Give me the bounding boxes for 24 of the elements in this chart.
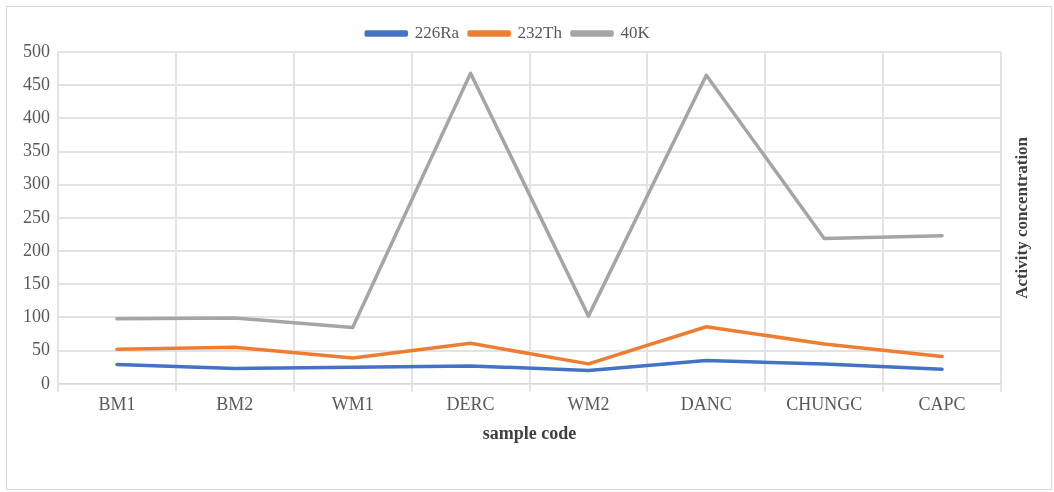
y-tick-label: 350	[23, 140, 50, 161]
y-tick-label: 50	[32, 339, 50, 360]
y-tick-label: 300	[23, 173, 50, 194]
legend-label: 40K	[620, 22, 651, 42]
x-tick-label: BM2	[216, 394, 254, 415]
y-tick-label: 400	[23, 107, 50, 128]
y-tick-label: 150	[23, 272, 50, 293]
y-tick-label: 100	[23, 306, 50, 327]
x-tick-label: CAPC	[918, 394, 966, 415]
y-tick-label: 500	[23, 40, 50, 61]
y-axis-title: Activity concentration	[1012, 136, 1032, 299]
y-tick-label: 200	[23, 239, 50, 260]
legend-label: 226Ra	[414, 22, 460, 42]
x-tick-label: WM2	[567, 394, 610, 415]
x-tick-label: CHUNGC	[786, 394, 863, 415]
y-tick-label: 250	[23, 206, 50, 227]
x-axis-title: sample code	[482, 422, 577, 443]
x-tick-label: DERC	[446, 394, 495, 415]
y-tick-label: 0	[41, 372, 50, 393]
legend-label: 232Th	[517, 22, 563, 42]
x-tick-label: DANC	[680, 394, 732, 415]
x-tick-label: BM1	[98, 394, 136, 415]
x-tick-label: WM1	[331, 394, 374, 415]
y-tick-label: 450	[23, 73, 50, 94]
